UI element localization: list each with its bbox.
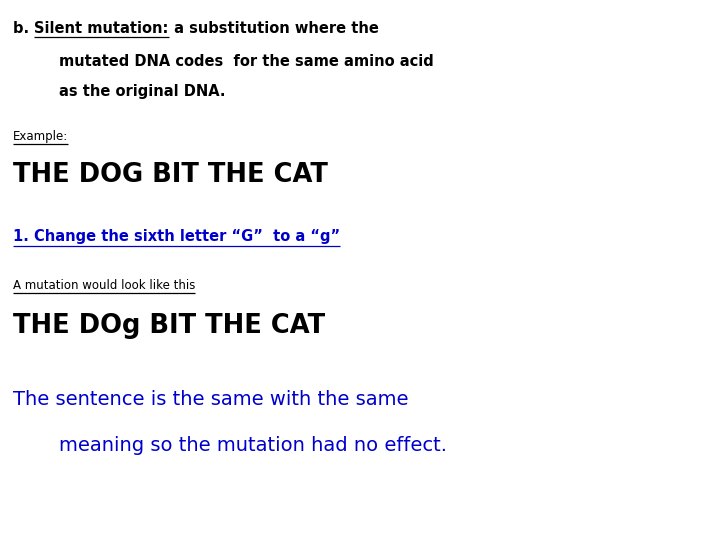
Text: as the original DNA.: as the original DNA. (59, 84, 225, 99)
Text: The sentence is the same with the same: The sentence is the same with the same (13, 390, 408, 409)
Text: meaning so the mutation had no effect.: meaning so the mutation had no effect. (59, 436, 447, 455)
Text: b.: b. (13, 21, 35, 36)
Text: Silent mutation:: Silent mutation: (35, 21, 168, 36)
Text: 1. Change the sixth letter “G”  to a “g”: 1. Change the sixth letter “G” to a “g” (13, 230, 340, 245)
Text: a substitution where the: a substitution where the (168, 21, 379, 36)
Text: Example:: Example: (13, 130, 68, 143)
Text: THE DOg BIT THE CAT: THE DOg BIT THE CAT (13, 313, 325, 339)
Text: A mutation would look like this: A mutation would look like this (13, 279, 195, 292)
Text: THE DOG BIT THE CAT: THE DOG BIT THE CAT (13, 162, 328, 188)
Text: mutated DNA codes  for the same amino acid: mutated DNA codes for the same amino aci… (59, 54, 433, 69)
